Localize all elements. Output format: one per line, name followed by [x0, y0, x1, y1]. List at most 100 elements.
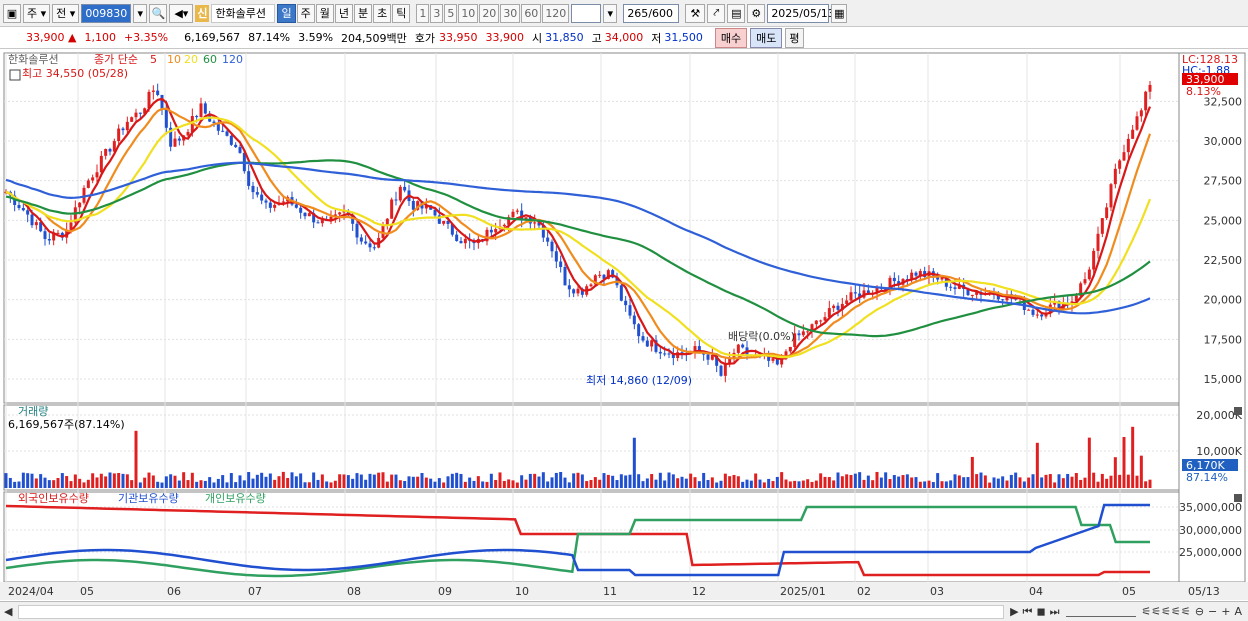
volume-bar	[359, 474, 363, 488]
candle-body	[1079, 283, 1083, 296]
candle-body	[767, 354, 771, 361]
volume-bar	[190, 472, 194, 488]
search-icon[interactable]: 🔍	[149, 3, 168, 23]
volume-bar	[953, 474, 957, 488]
layout-icon[interactable]: ▣	[3, 3, 21, 23]
draw-icon[interactable]: ⤤	[707, 3, 726, 23]
period-button-0[interactable]: 일	[277, 3, 296, 23]
stock-chart[interactable]: 32,500 30,000 27,500 25,000 22,500 20,000 17,5…	[0, 50, 1248, 600]
period-button-3[interactable]: 년	[334, 3, 353, 23]
candle-body	[866, 290, 870, 295]
last-icon[interactable]: ⏭	[1049, 604, 1060, 618]
sell-button[interactable]: 매도	[750, 27, 783, 48]
interval-button-5[interactable]: 5	[444, 3, 458, 23]
volume-bar	[91, 473, 95, 488]
candle-body	[793, 333, 797, 347]
first-icon[interactable]: ⏮	[1022, 604, 1033, 618]
volume-bar	[559, 472, 563, 488]
volume-bar	[234, 482, 238, 488]
volume-bar	[585, 481, 589, 488]
tool1-icon[interactable]: ⚒	[685, 3, 706, 23]
holding-panel-close-icon[interactable]	[1234, 494, 1242, 502]
volume-bar	[979, 472, 983, 488]
candle-body	[1126, 138, 1130, 153]
period-button-2[interactable]: 월	[315, 3, 334, 23]
volume-bar	[810, 481, 814, 488]
candle-body	[34, 222, 38, 226]
volume-bar	[489, 473, 493, 488]
average-button[interactable]: 평	[785, 27, 804, 48]
period-button-6[interactable]: 틱	[392, 3, 411, 23]
volume-bar	[1109, 475, 1113, 488]
candle-body	[138, 112, 142, 114]
volume-bar	[676, 478, 680, 488]
candle-body	[875, 287, 879, 293]
prev-select[interactable]: 전 ▾	[52, 3, 80, 23]
volume-bar	[762, 482, 766, 488]
volume-bar	[147, 472, 151, 488]
period-button-1[interactable]: 주	[296, 3, 315, 23]
speaker-icon[interactable]: ◀▾	[169, 3, 194, 23]
volume-bar	[424, 477, 428, 488]
candle-body	[299, 207, 303, 213]
interval-button-60[interactable]: 60	[521, 3, 542, 23]
volume-bar	[299, 473, 303, 488]
candle-body	[169, 127, 173, 147]
volume-bar	[294, 476, 298, 488]
plus-icon[interactable]: +	[1221, 605, 1231, 618]
candle-body	[667, 353, 671, 355]
stop-icon[interactable]: ◼	[1036, 605, 1046, 618]
volume-bar	[528, 473, 532, 488]
volume-bar	[892, 475, 896, 488]
candle-body	[424, 205, 428, 209]
current-price-tag	[1182, 73, 1238, 85]
interval-button-30[interactable]: 30	[500, 3, 521, 23]
zoom-out-icon[interactable]: ⊖	[1194, 605, 1205, 618]
candle-body	[264, 200, 268, 203]
save-icon[interactable]: ▤	[727, 3, 746, 23]
candle-body	[849, 292, 853, 301]
volume-bar	[598, 479, 602, 488]
market-select[interactable]: 주 ▾	[23, 3, 51, 23]
interval-button-120[interactable]: 120	[542, 3, 570, 23]
candle-body	[281, 201, 285, 203]
holding-legend-1: 기관보유수량	[118, 492, 179, 505]
candle-body	[221, 130, 225, 132]
ask-price: 33,950	[439, 31, 478, 44]
scale-icon[interactable]	[9, 69, 21, 81]
interval-button-3[interactable]: 3	[430, 3, 444, 23]
interval-button-20[interactable]: 20	[479, 3, 500, 23]
period-button-4[interactable]: 분	[353, 3, 373, 23]
tools-icon[interactable]: ⚟⚟⚟⚟⚟	[1141, 605, 1191, 618]
volume-bar	[65, 476, 69, 488]
period-button-5[interactable]: 초	[373, 3, 392, 23]
scroll-bar[interactable]: ◀ ▶ ⏮ ◼ ⏭ ⚟⚟⚟⚟⚟ ⊖ − + A	[0, 601, 1248, 621]
custom-period-input[interactable]	[571, 3, 602, 23]
buy-button[interactable]: 매수	[714, 27, 748, 48]
gear-icon[interactable]: ⚙	[747, 3, 766, 23]
stock-code-input[interactable]: 009830	[81, 3, 132, 23]
volume-bar	[788, 481, 792, 488]
code-dropdown-icon[interactable]: ▾	[133, 3, 148, 23]
minus-icon[interactable]: −	[1208, 605, 1218, 618]
candle-body	[606, 270, 610, 279]
candle-body	[294, 204, 298, 208]
date-input[interactable]: 2025/05/13	[767, 3, 835, 23]
font-icon[interactable]: A	[1234, 605, 1242, 618]
interval-button-10[interactable]: 10	[458, 3, 479, 23]
scroll-right-icon[interactable]: ▶	[1010, 605, 1019, 618]
calendar-icon[interactable]: ▦	[831, 3, 848, 23]
candle-body	[99, 155, 103, 173]
candle-body	[260, 194, 264, 201]
interval-button-1[interactable]: 1	[416, 3, 430, 23]
custom-period-dropdown-icon[interactable]: ▾	[603, 3, 618, 23]
volume-bar	[849, 474, 853, 488]
volume-panel-close-icon[interactable]	[1234, 407, 1242, 415]
volume-bar	[99, 473, 103, 488]
scroll-track[interactable]	[18, 604, 1005, 619]
count-input[interactable]: 265/600	[623, 3, 680, 23]
scroll-left-icon[interactable]: ◀	[4, 605, 13, 618]
volume-bar	[901, 475, 905, 488]
volume-bar	[1001, 476, 1005, 488]
zoom-slider[interactable]	[1065, 607, 1136, 617]
